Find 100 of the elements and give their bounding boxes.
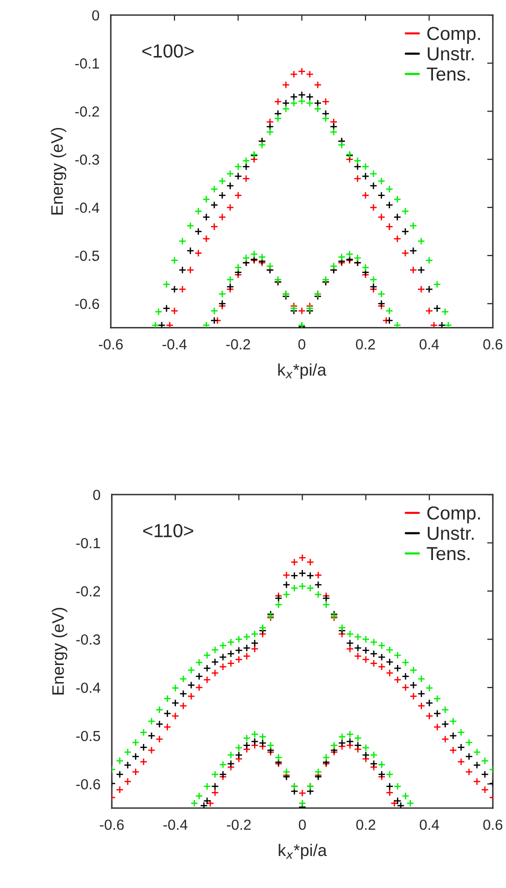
point (330, 122, 338, 131)
point (186, 246, 194, 255)
point (274, 110, 282, 118)
point (218, 192, 226, 200)
y-tick-label: -0.6 (75, 298, 100, 310)
legend-label: Unstr. (428, 526, 474, 540)
point (178, 285, 186, 294)
y-tick-label: -0.1 (75, 58, 99, 69)
point (378, 213, 386, 221)
annotation: <100> (142, 44, 194, 58)
point (226, 282, 234, 291)
x-tick-label: 0.6 (483, 339, 502, 350)
y-tick-label: -0.3 (75, 154, 100, 165)
point (417, 266, 426, 274)
x-tick-label: 0.4 (420, 820, 440, 830)
point (234, 192, 242, 200)
y-tick-label: -0.5 (76, 730, 100, 742)
x-tick-label: 0 (298, 820, 306, 830)
point (362, 172, 370, 180)
x-axis-title: k$_{x}$*pi/a (278, 363, 326, 380)
point (433, 304, 442, 312)
point (370, 204, 378, 212)
y-tick-label: 0 (92, 10, 100, 21)
point (266, 118, 274, 126)
point (306, 92, 314, 101)
point (186, 266, 194, 274)
x-tick-label: -0.6 (100, 820, 124, 830)
point (425, 285, 434, 294)
point (194, 249, 202, 258)
point (378, 192, 386, 200)
point (226, 204, 234, 212)
point (354, 174, 362, 182)
point (218, 213, 226, 221)
point (242, 162, 250, 170)
point (409, 266, 418, 274)
y-tick-label: 0 (93, 490, 100, 500)
point (178, 266, 186, 274)
point (314, 80, 322, 89)
point (298, 91, 306, 99)
x-tick-label: -0.6 (98, 339, 123, 350)
point (274, 98, 282, 106)
point (158, 321, 166, 328)
point (417, 285, 426, 294)
point (170, 285, 178, 294)
x-tick-label: -0.2 (226, 820, 251, 830)
point (166, 321, 174, 328)
point (210, 316, 218, 324)
y-tick-label: -0.4 (76, 682, 100, 693)
x-tick-label: -0.4 (162, 339, 187, 350)
y-tick-label: -0.2 (76, 586, 100, 596)
point (162, 304, 170, 312)
point (290, 70, 298, 78)
y-tick-label: -0.3 (76, 634, 100, 645)
point (290, 92, 298, 101)
point (202, 234, 210, 243)
point (430, 321, 438, 328)
y-tick-label: -0.5 (75, 250, 100, 261)
legend-label: Tens. (426, 68, 470, 81)
x-tick-label: -0.2 (226, 339, 250, 350)
point (322, 110, 330, 118)
point (194, 228, 202, 236)
legend-label: Comp. (427, 506, 480, 524)
point (282, 80, 290, 89)
point (234, 172, 242, 180)
point (210, 222, 218, 231)
y-tick-label: -0.6 (76, 779, 100, 790)
point (282, 99, 290, 107)
y-tick-label: -0.2 (75, 106, 99, 117)
point (242, 174, 250, 182)
point (298, 67, 306, 76)
annotation: <110> (143, 524, 194, 538)
point (210, 201, 218, 209)
point (370, 282, 378, 291)
point (401, 249, 410, 258)
x-axis-title: k$_{x}$*pi/a (278, 844, 327, 860)
point (202, 213, 210, 221)
point (362, 192, 370, 200)
point (314, 99, 322, 107)
x-tick-label: 0.2 (356, 820, 376, 830)
point (298, 306, 306, 315)
point (170, 306, 178, 315)
point (330, 118, 338, 126)
x-tick-label: 0 (298, 339, 306, 350)
point (378, 300, 386, 308)
legend-label: Tens. (426, 547, 470, 560)
point (385, 316, 394, 324)
x-tick-label: 0.4 (420, 339, 439, 350)
y-tick-label: -0.1 (76, 538, 100, 548)
point (385, 201, 394, 209)
point (401, 228, 410, 236)
point (393, 234, 402, 243)
point (438, 321, 446, 328)
point (306, 70, 314, 78)
y-tick-label: -0.4 (75, 202, 100, 213)
point (218, 300, 226, 308)
y-axis-title: Energy (eV) (50, 128, 66, 214)
point (393, 213, 402, 221)
point (362, 268, 370, 276)
point (425, 306, 434, 315)
x-tick-label: 0.6 (483, 820, 502, 830)
